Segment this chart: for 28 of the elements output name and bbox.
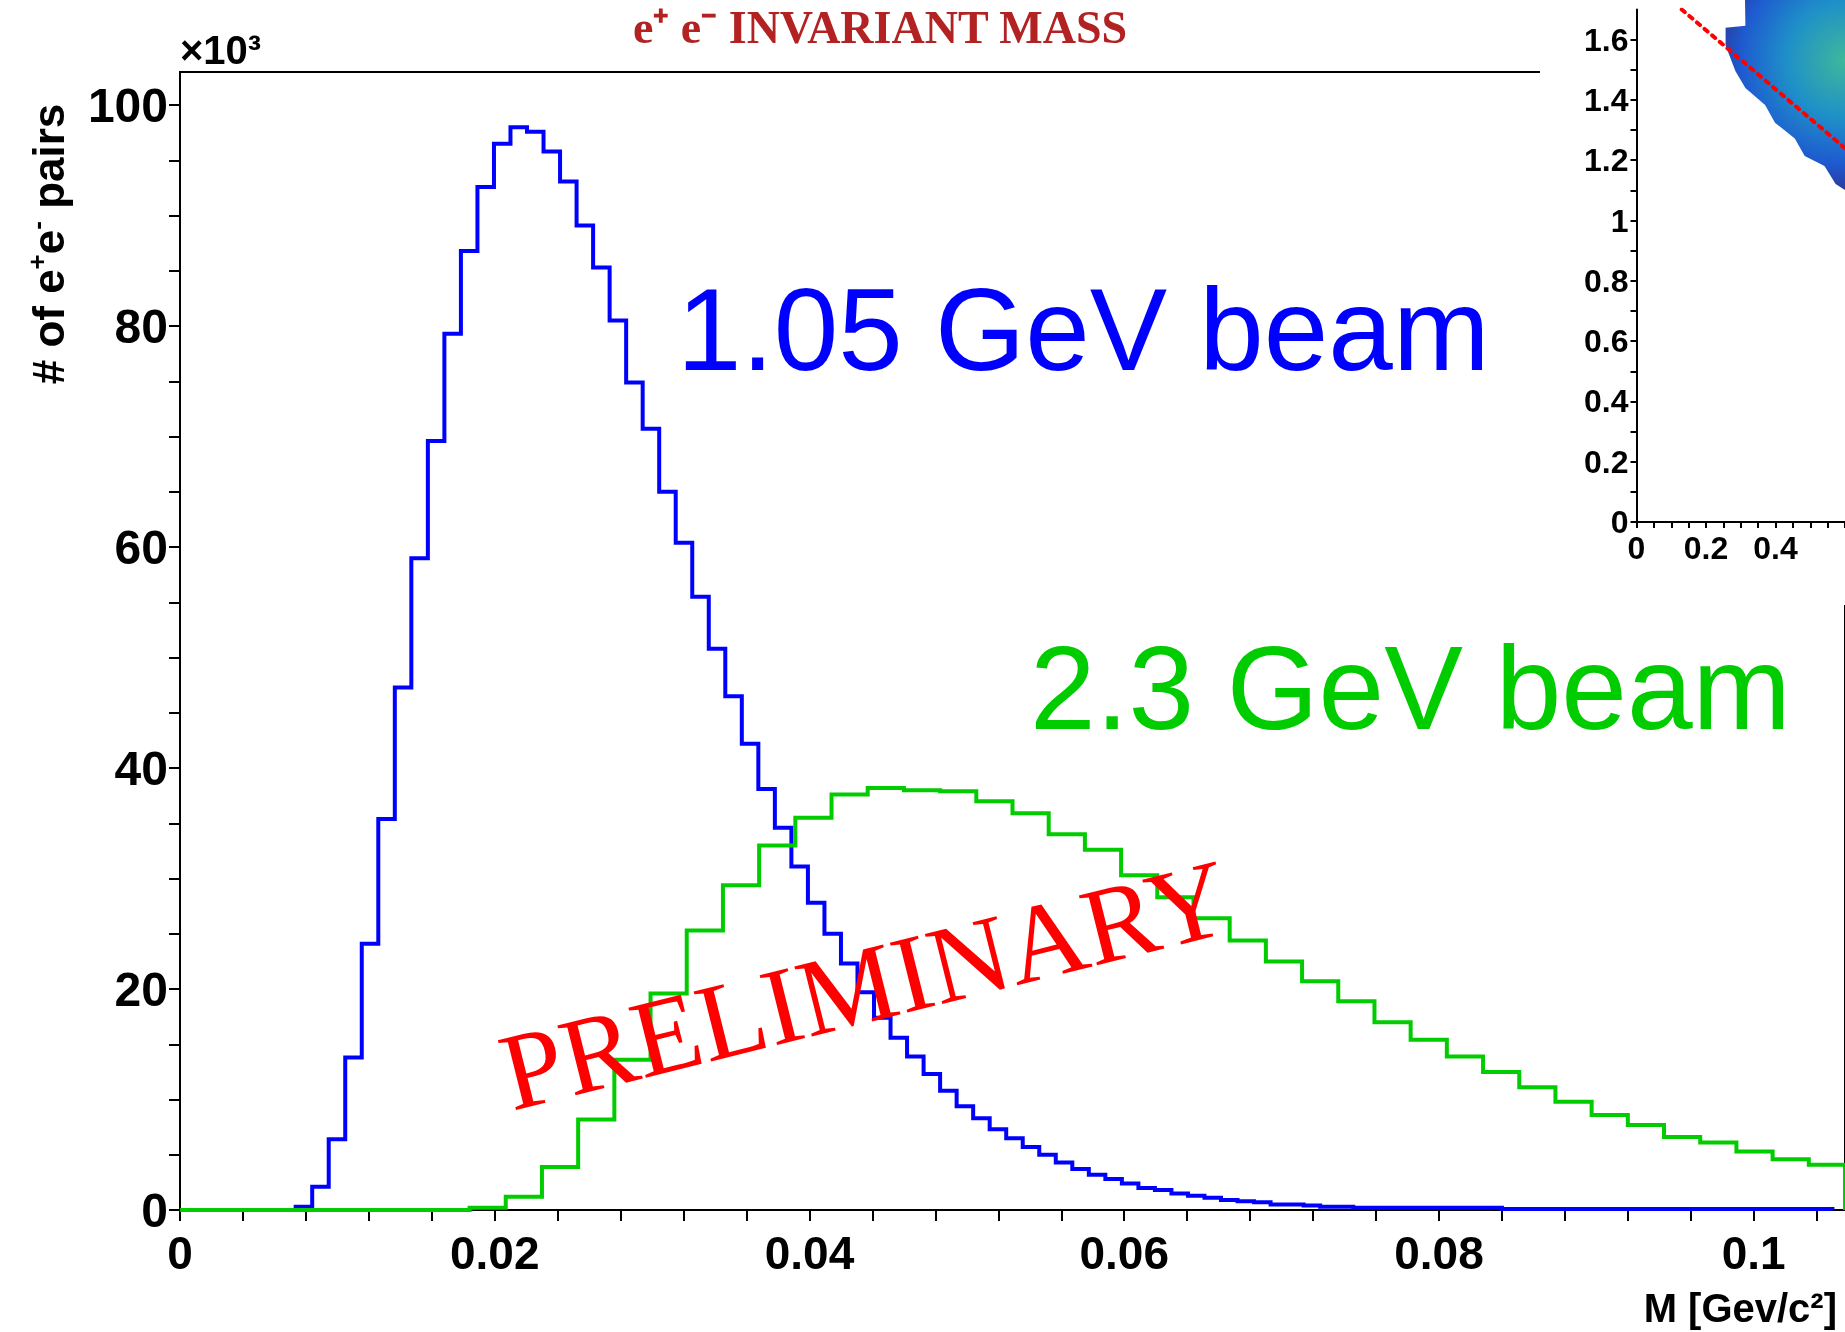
y-tick-label: 0.6 [1584,323,1629,360]
y-tick-label: 1.4 [1584,81,1629,118]
y-tick-label: 1 [1610,202,1629,239]
y-tick-label: 1.6 [1584,21,1629,58]
y-tick-label: 60 [114,520,168,574]
x-tick-label: 0.02 [449,1227,540,1279]
y-tick-label: 20 [114,962,168,1016]
y-tick-label: 40 [114,741,168,795]
y-axis-title: # of e+e- pairs [22,103,73,385]
y-tick-label: 80 [114,299,168,353]
series-label: 1.05 GeV beam [677,265,1490,395]
x-tick-label: 0.04 [764,1227,855,1279]
annotation: ×10³ [180,28,262,72]
y-tick-label: 1.2 [1584,142,1629,179]
chart-title: e⁺ e⁻ INVARIANT MASS [632,1,1128,53]
y-tick-label: 0.2 [1584,443,1629,480]
x-tick-label: 0.08 [1394,1227,1484,1279]
x-tick-label: 0.4 [1753,530,1798,566]
y-tick-label: 0.8 [1584,262,1629,299]
y-tick-label: 0 [141,1183,168,1237]
x-tick-label: 0.1 [1721,1227,1786,1279]
y-tick-label: 0.4 [1584,383,1629,420]
x-tick-label: 0.2 [1683,530,1729,566]
series-label: 2.3 GeV beam [1030,622,1791,754]
x-tick-label: 0.06 [1079,1227,1169,1279]
x-axis-title: M [Gev/c²] [1643,1286,1837,1330]
y-tick-label: 100 [87,78,168,132]
y-tick-label: 0 [1610,504,1629,540]
